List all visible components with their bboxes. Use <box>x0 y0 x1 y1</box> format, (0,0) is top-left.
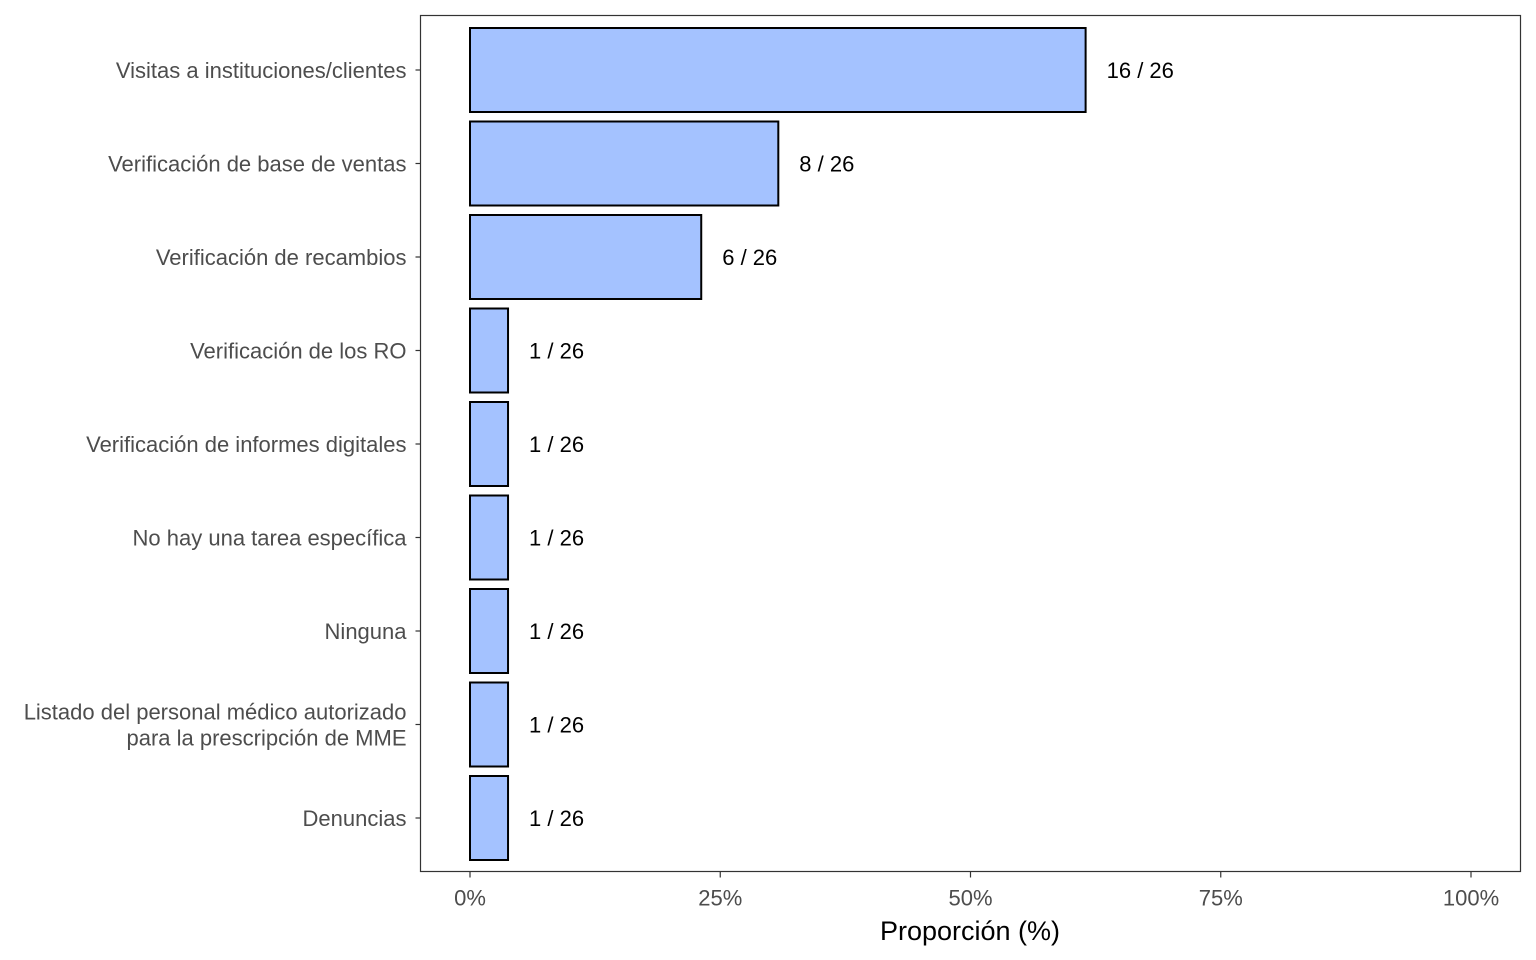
data-labels-group: 16 / 26 8 / 26 6 / 26 1 / 26 1 / 26 1 / 26 1 /… <box>529 58 1174 831</box>
data-label: 8 / 26 <box>799 152 854 177</box>
x-tick-label: 50% <box>948 886 992 911</box>
bar <box>469 401 510 487</box>
x-tick-label: 0% <box>454 886 486 911</box>
data-label: 6 / 26 <box>722 245 777 270</box>
data-label: 1 / 26 <box>529 432 584 457</box>
bar <box>469 681 510 768</box>
bar <box>469 494 510 581</box>
data-label: 1 / 26 <box>529 526 584 551</box>
bar <box>469 307 510 394</box>
category-label: Verificación de base de ventas <box>108 152 406 177</box>
data-label: 1 / 26 <box>529 806 584 831</box>
category-label: Verificación de informes digitales <box>86 432 406 457</box>
category-label: Ninguna <box>325 619 408 644</box>
x-tick-label: 25% <box>698 886 742 911</box>
bars-group <box>469 27 1087 861</box>
category-label: Verificación de los RO <box>190 339 406 364</box>
x-axis-title: Proporción (%) <box>880 916 1060 946</box>
bar <box>469 27 1087 113</box>
bar <box>469 775 510 861</box>
category-label: Listado del personal médico autorizado pa… <box>24 700 407 751</box>
x-axis: 0% 25% 50% 75% 100% <box>454 871 1499 911</box>
data-label: 1 / 26 <box>529 339 584 364</box>
category-label: Denuncias <box>303 806 407 831</box>
bar <box>469 214 703 300</box>
y-axis: Visitas a instituciones/clientes Verifica… <box>24 58 421 831</box>
x-tick-label: 75% <box>1199 886 1243 911</box>
category-label: No hay una tarea específica <box>133 526 408 551</box>
bar <box>469 588 510 674</box>
category-label: Verificación de recambios <box>156 245 407 270</box>
data-label: 1 / 26 <box>529 713 584 738</box>
category-label: Visitas a instituciones/clientes <box>116 58 407 83</box>
data-label: 16 / 26 <box>1107 58 1174 83</box>
bar <box>469 120 780 207</box>
data-label: 1 / 26 <box>529 619 584 644</box>
x-tick-label: 100% <box>1443 886 1499 911</box>
